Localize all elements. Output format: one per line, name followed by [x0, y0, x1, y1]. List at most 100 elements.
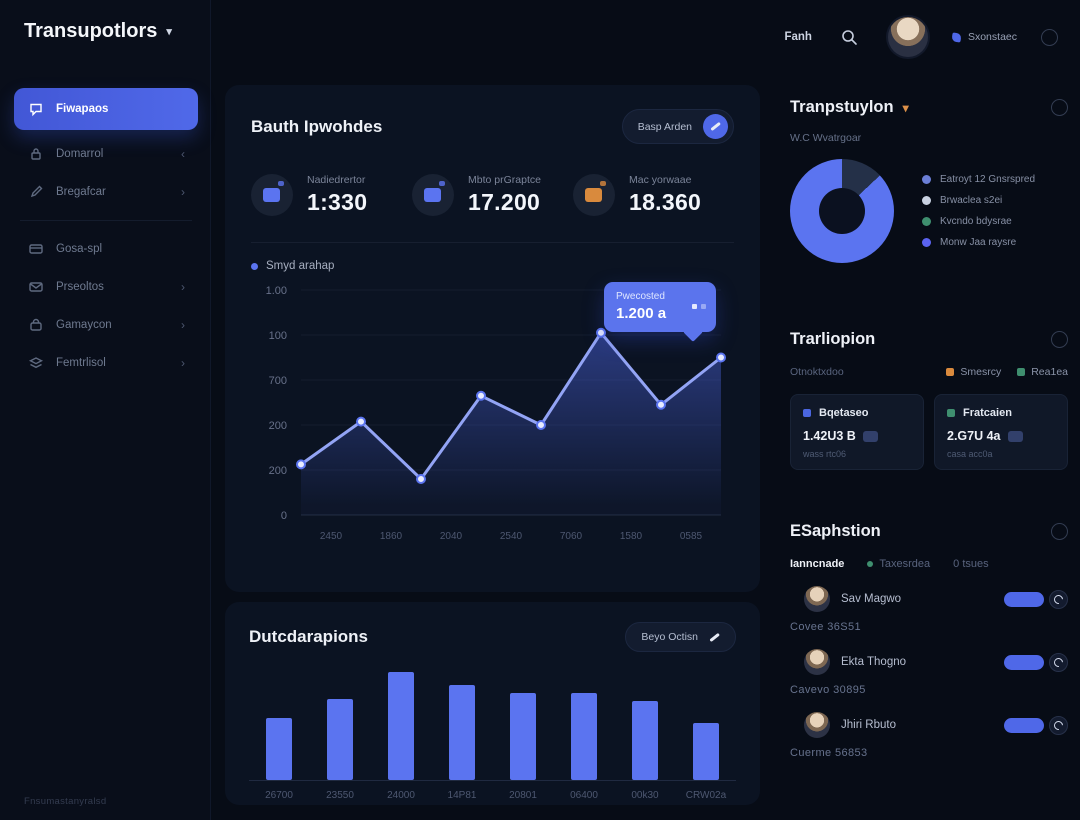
stat-glyph-icon — [424, 181, 445, 202]
tooltip-mini-icons — [692, 304, 706, 309]
members-tab-0[interactable]: Ianncnade — [790, 558, 844, 570]
sidebar-item-0[interactable]: Fiwapaos — [14, 88, 198, 130]
svg-text:1860: 1860 — [380, 531, 403, 542]
header-nav-link[interactable]: Fanh — [784, 31, 812, 43]
toggle-status-icon — [1049, 652, 1068, 672]
overview-title: Bauth Ipwohdes — [251, 116, 383, 136]
line-chart: 1.00 100 700 200 200 0 2450 1860 2040 2540 7060 158… — [251, 274, 734, 552]
bar — [571, 693, 597, 780]
sidebar: Transupotlors ▾ Fiwapaos Domarrol ‹ Bregafc… — [0, 0, 211, 820]
sidebar-item-3[interactable]: Gosa-spl — [14, 230, 198, 268]
member-row-2[interactable]: Jhiri Rbuto Cuerme 56853 — [790, 712, 1068, 759]
members-panel: ESaphstion Ianncnade Taxesrdea 0 tsues Sav… — [790, 522, 1068, 759]
legend-dot-icon — [251, 262, 258, 270]
member-row-1[interactable]: Ekta Thogno Cavevo 30895 — [790, 649, 1068, 696]
distribution-subtitle: W.C Wvatrgoar — [790, 132, 862, 144]
user-name: Sxonstaec — [967, 31, 1017, 43]
sidebar-item-5[interactable]: Gamaycon › — [14, 306, 198, 344]
member-row-main: Ekta Thogno — [790, 649, 1068, 675]
app-logo-label: Transupotlors — [24, 20, 158, 42]
stat-label: Mbto prGraptce — [468, 174, 541, 186]
sidebar-item-6[interactable]: Femtrlisol › — [14, 344, 198, 382]
stat-icon — [573, 174, 615, 216]
sidebar-nav: Fiwapaos Domarrol ‹ Bregafcar › Gosa-spl Prseo… — [14, 88, 198, 382]
transaction-title-label: Fratcaien — [963, 407, 1012, 419]
members-tab-label: 0 tsues — [953, 558, 989, 570]
bar-column-5 — [560, 693, 608, 780]
line-chart-svg: 1.00 100 700 200 200 0 2450 1860 2040 2540 7060 158… — [266, 285, 726, 542]
transaction-value: 1.42U3 B — [803, 429, 911, 443]
legend-dot-icon — [922, 196, 931, 205]
app-logo[interactable]: Transupotlors ▾ — [24, 20, 172, 43]
options-ring-icon[interactable] — [1051, 99, 1068, 116]
bar-label: 06400 — [570, 790, 598, 801]
toggle-status-icon — [1049, 715, 1068, 735]
options-ring-icon[interactable] — [1051, 523, 1068, 540]
transactions-panel: Trarliopion Otnoktxdoo Smesrcy Rea1ea Bqe… — [790, 330, 1068, 470]
search-icon[interactable] — [836, 23, 864, 51]
nav-divider — [20, 220, 192, 221]
edit-pencil-icon — [709, 632, 720, 642]
member-row-0[interactable]: Sav Magwo Covee 36S51 — [790, 586, 1068, 633]
legend-dot-icon — [922, 238, 931, 247]
stats-row: Nadiedrertor 1:330 Mbto prGraptce 17.200 Mac… — [251, 174, 734, 216]
bar-chart — [249, 668, 736, 781]
options-ring-icon[interactable] — [1051, 331, 1068, 348]
stat-value: 1:330 — [307, 189, 368, 215]
sidebar-footer-note: Fnsumastanyralsd — [24, 796, 107, 807]
avatar — [804, 712, 830, 738]
bar-column-0 — [255, 718, 303, 780]
transaction-badge-icon — [862, 430, 878, 442]
bar-label: 20801 — [509, 790, 537, 801]
sidebar-item-1[interactable]: Domarrol ‹ — [14, 135, 198, 173]
bars-action-button[interactable]: Beyo Octisn — [625, 622, 736, 652]
chevron-down-icon[interactable]: ▾ — [902, 100, 909, 115]
transaction-subtext: wass rtc06 — [803, 449, 847, 459]
members-tabs: Ianncnade Taxesrdea 0 tsues — [790, 558, 1068, 570]
transactions-filter-label[interactable]: Otnoktxdoo — [790, 366, 844, 378]
toggle-switch[interactable] — [1004, 591, 1044, 607]
bag-icon — [27, 317, 44, 334]
members-tab-1[interactable]: Taxesrdea — [867, 558, 930, 570]
transaction-card-1[interactable]: Fratcaien 2.G7U 4a casa acc0a — [934, 394, 1068, 470]
transactions-legend: Smesrcy Rea1ea — [946, 366, 1068, 378]
moon-icon — [1052, 655, 1065, 669]
bar-label: 24000 — [387, 790, 415, 801]
stat-glyph-icon — [585, 181, 606, 202]
toggle-switch[interactable] — [1004, 717, 1044, 733]
chevron-icon: › — [181, 185, 185, 199]
sidebar-item-4[interactable]: Prseoltos › — [14, 268, 198, 306]
transactions-legend-item-0: Smesrcy — [946, 366, 1001, 378]
user-menu[interactable]: Sxonstaec — [951, 31, 1017, 43]
chevron-icon: › — [181, 318, 185, 332]
transaction-card-title: Fratcaien — [947, 407, 1055, 419]
avatar — [804, 649, 830, 675]
transactions-legend-item-1: Rea1ea — [1017, 366, 1068, 378]
bar — [632, 701, 658, 780]
legend-dot-icon — [1017, 368, 1026, 376]
bar-label: CRW02a — [685, 790, 727, 801]
overview-action-button[interactable]: Basp Arden — [621, 109, 734, 144]
sidebar-item-2[interactable]: Bregafcar › — [14, 173, 198, 211]
toggle-status-icon — [1049, 589, 1068, 609]
transactions-legend-label: Smesrcy — [960, 366, 1002, 378]
stat-label: Nadiedrertor — [307, 174, 366, 186]
sidebar-item-label: Bregafcar — [56, 186, 106, 198]
donut-legend: Eatroyt 12 Gnsrspred Brwaclea s2ei Kvcndo … — [922, 174, 1035, 248]
card-icon — [27, 241, 44, 258]
clock-icon[interactable] — [1041, 28, 1058, 46]
members-tab-2[interactable]: 0 tsues — [953, 558, 988, 570]
svg-text:200: 200 — [269, 465, 287, 477]
sidebar-item-label: Fiwapaos — [56, 103, 109, 115]
badge-icon — [951, 31, 962, 43]
sidebar-item-label: Domarrol — [56, 148, 104, 160]
donut-legend-label: Brwaclea s2ei — [940, 195, 1003, 206]
transaction-card-0[interactable]: Bqetaseo 1.42U3 B wass rtc06 — [790, 394, 924, 470]
member-row-main: Jhiri Rbuto — [790, 712, 1068, 738]
transaction-badge-icon — [1007, 430, 1023, 442]
avatar[interactable] — [887, 17, 928, 57]
sidebar-item-label: Gamaycon — [56, 319, 112, 331]
message-icon — [27, 279, 44, 296]
tooltip-label: Pwecosted — [616, 291, 665, 302]
toggle-switch[interactable] — [1004, 654, 1044, 670]
